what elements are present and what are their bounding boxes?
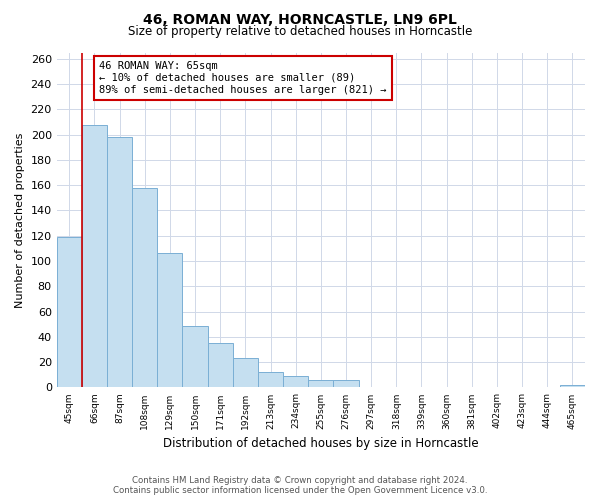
- Bar: [258, 372, 283, 388]
- Bar: [107, 137, 132, 388]
- Bar: [334, 380, 359, 388]
- Bar: [132, 188, 157, 388]
- Bar: [283, 376, 308, 388]
- Bar: [308, 380, 334, 388]
- Bar: [82, 124, 107, 388]
- Text: Size of property relative to detached houses in Horncastle: Size of property relative to detached ho…: [128, 25, 472, 38]
- Bar: [560, 385, 585, 388]
- Text: 46 ROMAN WAY: 65sqm
← 10% of detached houses are smaller (89)
89% of semi-detach: 46 ROMAN WAY: 65sqm ← 10% of detached ho…: [100, 62, 387, 94]
- Text: 46, ROMAN WAY, HORNCASTLE, LN9 6PL: 46, ROMAN WAY, HORNCASTLE, LN9 6PL: [143, 12, 457, 26]
- Bar: [157, 254, 182, 388]
- Bar: [56, 237, 82, 388]
- X-axis label: Distribution of detached houses by size in Horncastle: Distribution of detached houses by size …: [163, 437, 479, 450]
- Text: Contains HM Land Registry data © Crown copyright and database right 2024.
Contai: Contains HM Land Registry data © Crown c…: [113, 476, 487, 495]
- Bar: [182, 326, 208, 388]
- Y-axis label: Number of detached properties: Number of detached properties: [15, 132, 25, 308]
- Bar: [208, 343, 233, 388]
- Bar: [233, 358, 258, 388]
